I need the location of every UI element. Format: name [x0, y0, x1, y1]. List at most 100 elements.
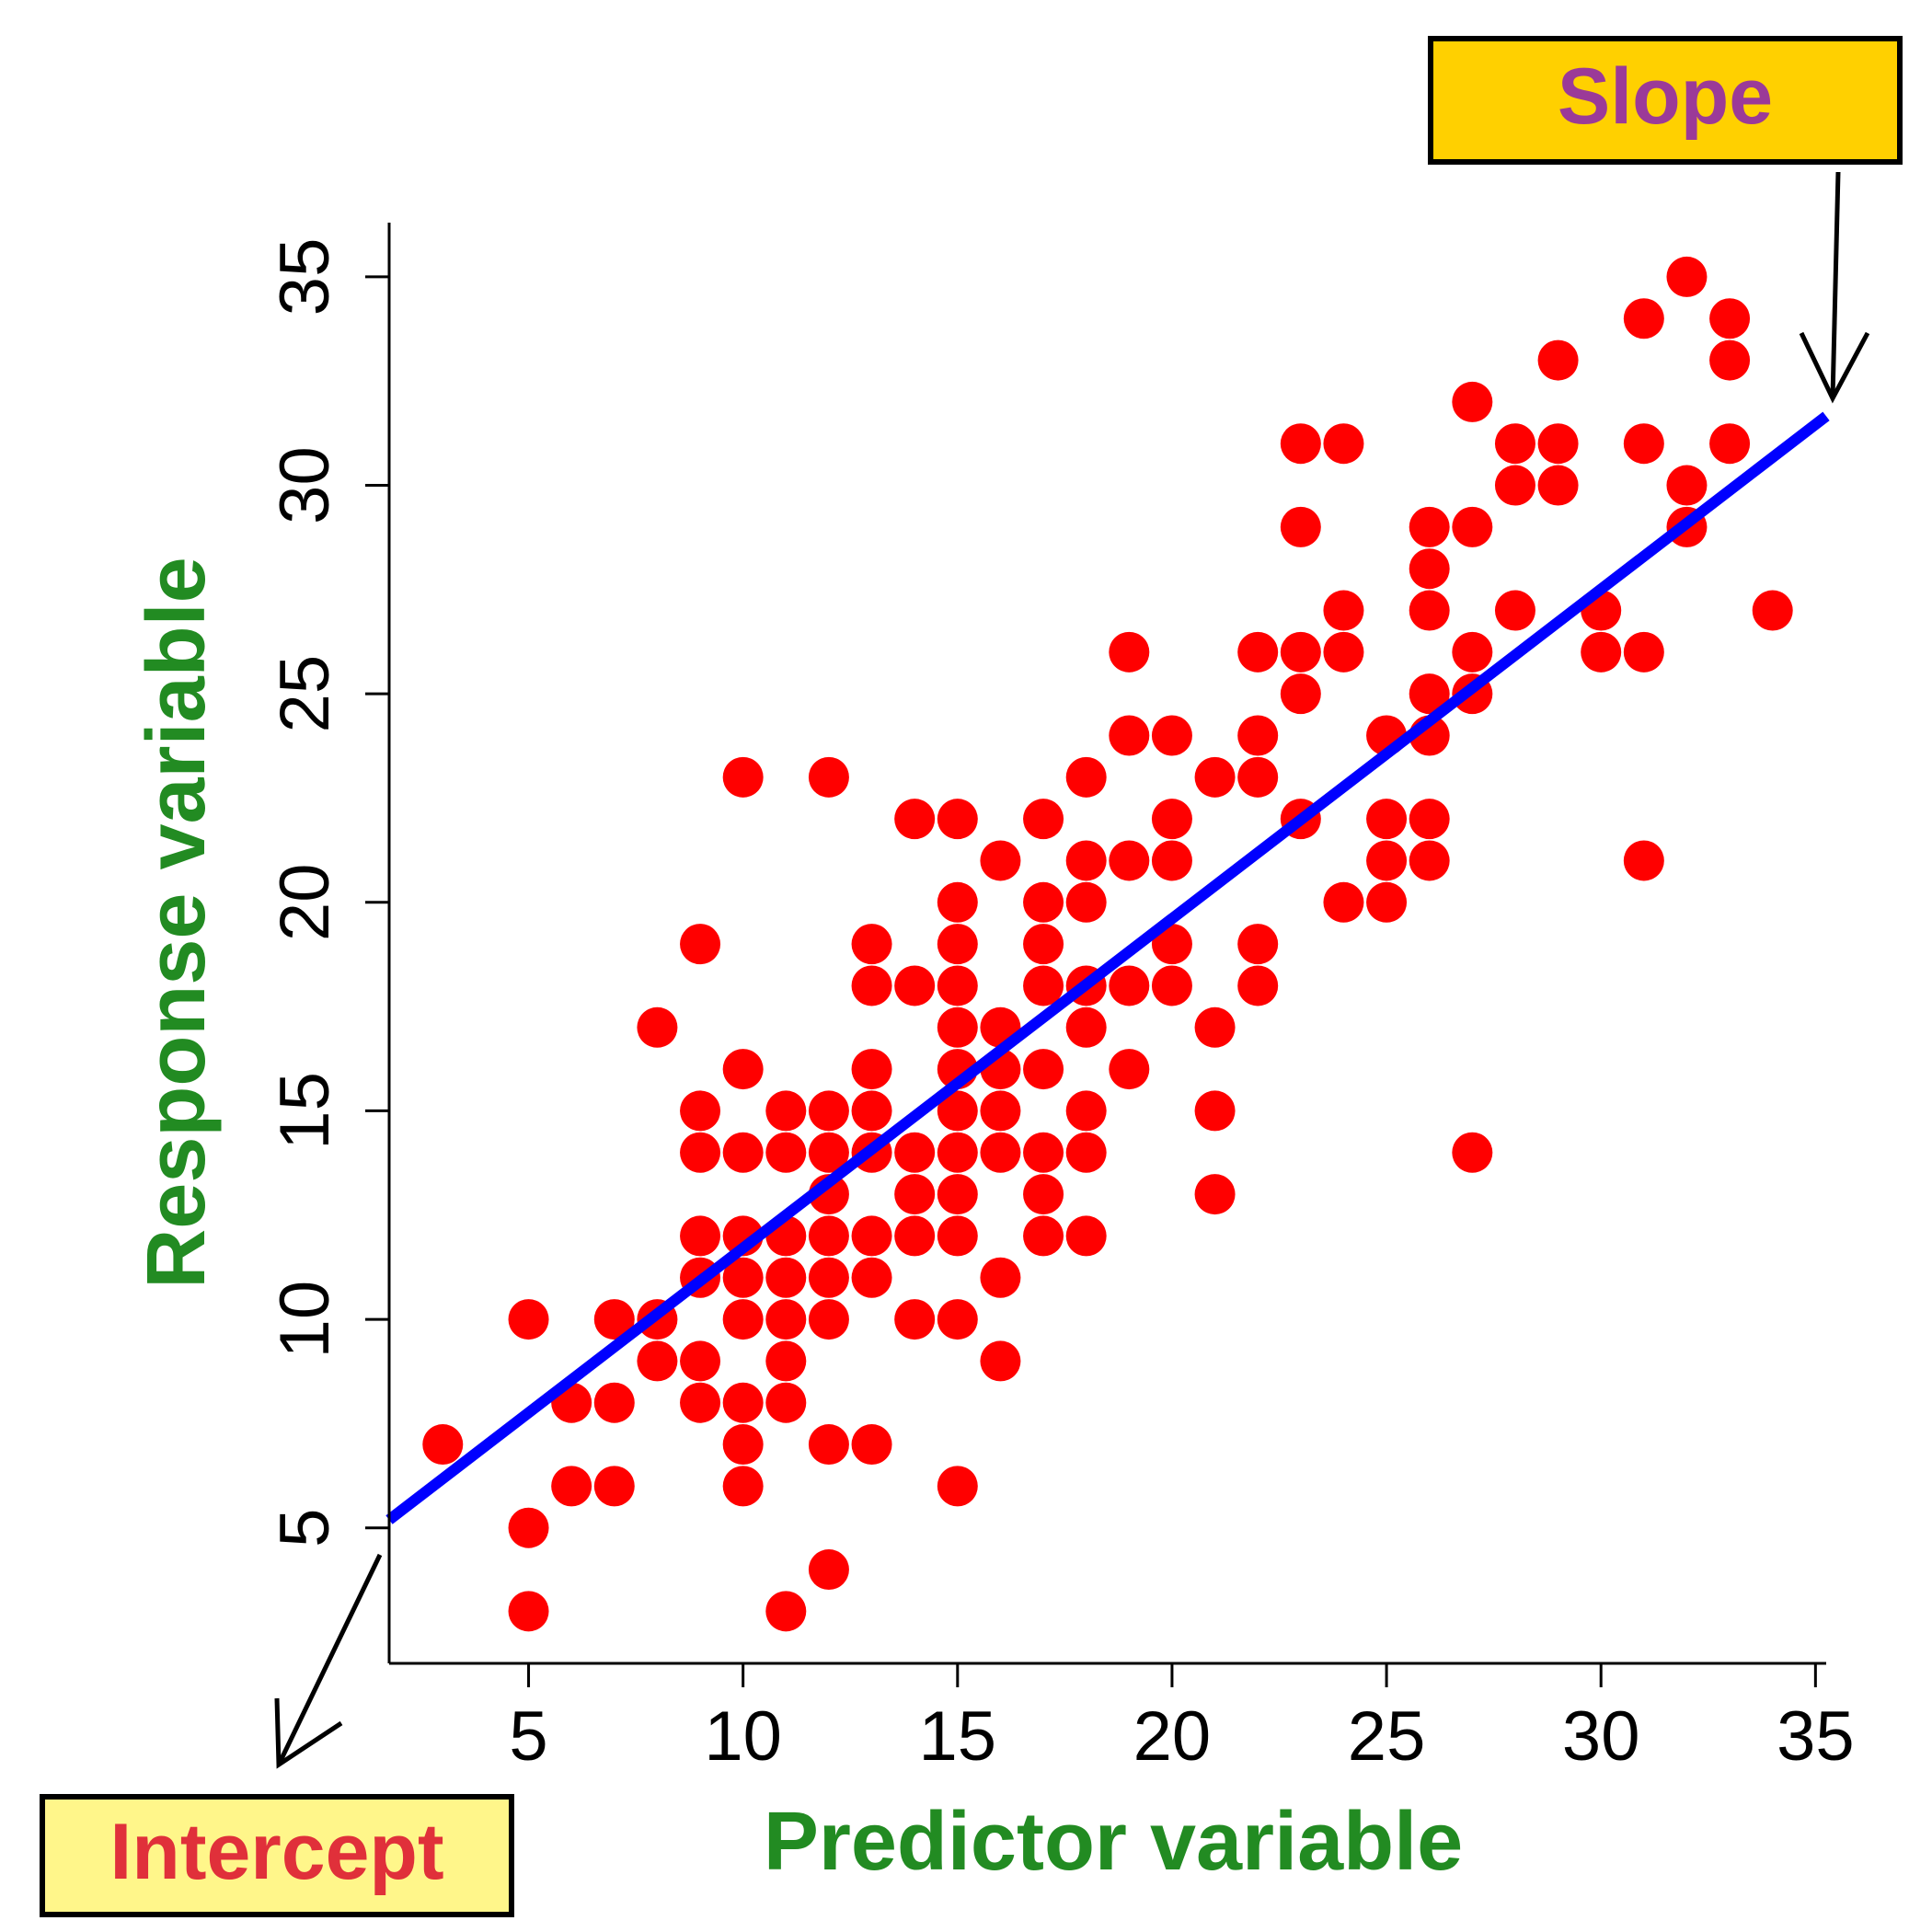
slope-box: [1428, 36, 1903, 165]
data-point: [1494, 423, 1535, 465]
data-point: [765, 1257, 807, 1298]
data-point: [637, 1340, 678, 1382]
data-point: [1280, 423, 1321, 465]
data-point: [1452, 631, 1493, 673]
intercept-annotation: Intercept: [40, 1553, 514, 1917]
data-point: [1709, 298, 1751, 339]
data-point: [937, 1466, 978, 1507]
data-point: [851, 1424, 892, 1466]
data-point: [1366, 881, 1408, 923]
data-point: [593, 1466, 635, 1507]
data-point: [1709, 423, 1751, 465]
data-point: [722, 756, 764, 798]
data-point: [508, 1299, 549, 1340]
intercept-box: [40, 1794, 514, 1917]
data-point: [808, 1299, 849, 1340]
data-point: [1409, 590, 1450, 631]
data-point: [1023, 924, 1064, 965]
data-point: [1194, 756, 1236, 798]
data-point: [937, 1215, 978, 1257]
data-point: [1151, 965, 1192, 1006]
data-point: [808, 756, 849, 798]
data-point: [808, 1215, 849, 1257]
data-point: [1452, 1132, 1493, 1173]
data-point: [851, 1090, 892, 1132]
data-point: [1023, 1132, 1064, 1173]
y-tick-label: 20: [266, 864, 344, 942]
data-point: [1666, 256, 1708, 297]
data-point: [1280, 673, 1321, 715]
data-point: [722, 1049, 764, 1090]
intercept-arrow: [276, 1553, 383, 1766]
data-point: [1194, 1090, 1236, 1132]
data-point: [1409, 548, 1450, 590]
data-point: [422, 1424, 464, 1466]
data-point: [1409, 673, 1450, 715]
data-point: [851, 1257, 892, 1298]
x-tick-label: 5: [509, 1697, 547, 1776]
data-point: [722, 1257, 764, 1298]
data-point: [980, 840, 1021, 881]
data-point: [1065, 881, 1107, 923]
data-point: [808, 1132, 849, 1173]
data-point: [1409, 799, 1450, 840]
points-layer: [422, 256, 1793, 1632]
data-point: [680, 1382, 721, 1423]
fit-line: [385, 411, 1830, 1524]
data-point: [894, 1132, 936, 1173]
data-point: [637, 1006, 678, 1048]
data-point: [937, 1132, 978, 1173]
data-point: [1494, 590, 1535, 631]
data-point: [680, 1215, 721, 1257]
data-point: [1752, 590, 1793, 631]
data-point: [1494, 465, 1535, 506]
data-point: [1109, 1049, 1150, 1090]
data-point: [1537, 339, 1579, 381]
data-point: [1237, 631, 1279, 673]
data-point: [1065, 1215, 1107, 1257]
data-point: [851, 1215, 892, 1257]
y-tick-label: 5: [266, 1509, 344, 1547]
y-axis-title: Response variable: [131, 557, 223, 1288]
data-point: [722, 1466, 764, 1507]
data-point: [1323, 881, 1364, 923]
y-tick-label: 15: [266, 1072, 344, 1150]
data-point: [1623, 423, 1664, 465]
slope-annotation: Slope: [1428, 36, 1903, 404]
data-point: [1065, 840, 1107, 881]
y-tick-label: 35: [266, 238, 344, 316]
data-point: [808, 1549, 849, 1591]
data-point: [1623, 631, 1664, 673]
data-point: [508, 1507, 549, 1548]
data-point: [980, 1132, 1021, 1173]
data-point: [894, 965, 936, 1006]
data-point: [894, 1299, 936, 1340]
data-point: [1452, 381, 1493, 422]
x-tick-label: 30: [1562, 1697, 1640, 1776]
data-point: [1280, 506, 1321, 547]
data-point: [937, 1174, 978, 1215]
x-tick-label: 25: [1348, 1697, 1426, 1776]
data-point: [1023, 881, 1064, 923]
data-point: [1623, 298, 1664, 339]
data-point: [1237, 715, 1279, 756]
data-point: [851, 965, 892, 1006]
data-point: [937, 1090, 978, 1132]
intercept-arrow-head: [274, 1697, 343, 1769]
data-point: [1109, 965, 1150, 1006]
x-tick-label: 15: [919, 1697, 997, 1776]
data-point: [680, 1090, 721, 1132]
data-point: [808, 1424, 849, 1466]
data-point: [1323, 423, 1364, 465]
data-point: [680, 924, 721, 965]
data-point: [765, 1591, 807, 1632]
data-point: [937, 881, 978, 923]
data-point: [1065, 1006, 1107, 1048]
data-point: [508, 1591, 549, 1632]
x-axis-ticks: 5 10 15 20 25 30 35: [509, 1663, 1855, 1776]
data-point: [1237, 924, 1279, 965]
slope-arrow-head: [1799, 331, 1870, 404]
data-point: [765, 1090, 807, 1132]
